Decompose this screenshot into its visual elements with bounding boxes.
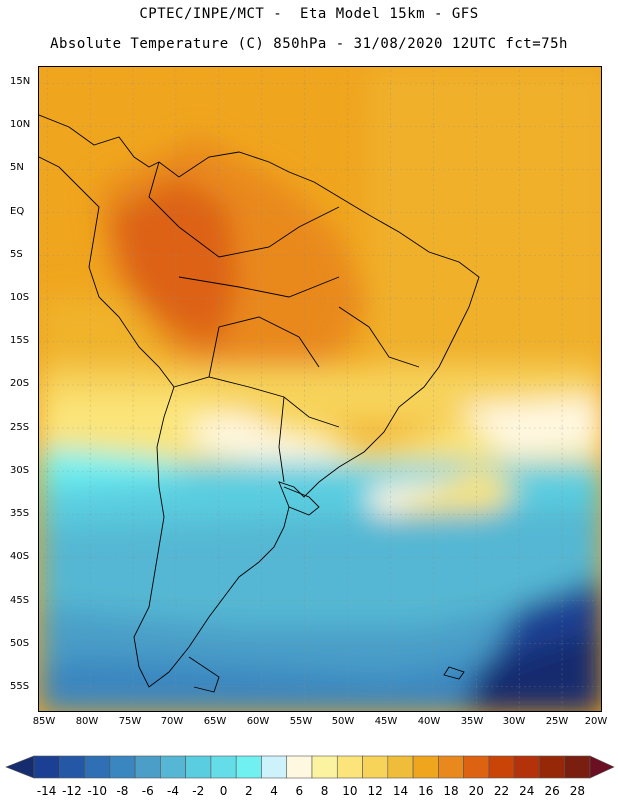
- colorbar-swatch: [58, 755, 85, 779]
- colorbar-swatch: [286, 755, 313, 779]
- colorbar-tick-label: -4: [167, 784, 179, 798]
- colorbar-swatch: [412, 755, 439, 779]
- lat-label-5s: 5S: [10, 249, 23, 260]
- colorbar-tick-label: -8: [116, 784, 129, 798]
- colorbar-swatch: [134, 755, 161, 779]
- colorbar-tick-label: 24: [519, 784, 535, 798]
- colorbar-swatch: [235, 755, 262, 779]
- colorbar-swatch: [160, 755, 186, 779]
- lat-label-30s: 30S: [10, 465, 30, 476]
- temperature-field: [39, 67, 601, 711]
- lon-label-60w: 60W: [246, 716, 270, 727]
- lat-label-40s: 40S: [10, 551, 30, 562]
- colorbar-swatch: [564, 755, 591, 779]
- lon-label-20w: 20W: [584, 716, 608, 727]
- lon-label-75w: 75W: [118, 716, 142, 727]
- lon-label-65w: 65W: [203, 716, 227, 727]
- colorbar-swatch: [387, 755, 414, 779]
- coastlines: [39, 114, 480, 693]
- colorbar-tick-label: 26: [544, 784, 560, 798]
- colorbar-tick-label: 6: [295, 784, 304, 798]
- colorbar-tick-label: 20: [468, 784, 484, 798]
- lat-label-eq: EQ: [10, 206, 25, 217]
- temperature-map[interactable]: [38, 66, 602, 712]
- map-title-line2: Absolute Temperature (C) 850hPa - 31/08/…: [50, 36, 568, 52]
- lat-label-10s: 10S: [10, 292, 30, 303]
- graticule: [39, 67, 601, 711]
- lon-label-50w: 50W: [331, 716, 355, 727]
- colorbar-tick-label: 4: [270, 784, 278, 798]
- colorbar-swatch: [33, 755, 60, 779]
- map-title-line1: CPTEC/INPE/MCT - Eta Model 15km - GFS: [139, 6, 479, 22]
- lon-label-35w: 35W: [460, 716, 484, 727]
- colorbar-swatch: [513, 755, 540, 779]
- lon-label-30w: 30W: [502, 716, 526, 727]
- colorbar-tick-label: -12: [62, 784, 82, 798]
- colorbar-swatch: [185, 755, 212, 779]
- colorbar-swatch: [539, 755, 566, 779]
- colorbar-tick-label: -10: [87, 784, 107, 798]
- colorbar-tick-label: 22: [493, 784, 510, 798]
- colorbar-tick-label: 8: [320, 784, 329, 798]
- colorbar-tick-label: 0: [219, 784, 228, 798]
- colorbar-tick-label: 18: [443, 784, 459, 798]
- lat-label-5n: 5N: [10, 162, 24, 173]
- colorbar-swatch: [311, 755, 338, 779]
- colorbar-over-arrow: [589, 755, 615, 779]
- colorbar-swatch: [488, 755, 515, 779]
- lon-label-55w: 55W: [289, 716, 313, 727]
- lat-label-15n: 15N: [10, 76, 31, 87]
- colorbar-tick-label: -6: [141, 784, 154, 798]
- colorbar-swatch: [362, 755, 389, 779]
- colorbar-swatch: [261, 755, 288, 779]
- colorbar-tick-label: 14: [392, 784, 409, 798]
- colorbar-swatch: [210, 755, 237, 779]
- lon-label-25w: 25W: [545, 716, 569, 727]
- lat-label-25s: 25S: [10, 422, 30, 433]
- colorbar-tick-label: -2: [192, 784, 205, 798]
- colorbar-swatch: [438, 755, 464, 779]
- lon-label-40w: 40W: [417, 716, 441, 727]
- lat-label-45s: 45S: [10, 595, 30, 606]
- colorbar-under-arrow: [5, 755, 35, 779]
- lat-label-20s: 20S: [10, 378, 30, 389]
- colorbar-tick-label: 28: [569, 784, 585, 798]
- colorbar-tick-label: 12: [367, 784, 383, 798]
- lat-label-55s: 55S: [10, 681, 30, 692]
- colorbar-tick-label: 16: [418, 784, 434, 798]
- lon-label-45w: 45W: [374, 716, 398, 727]
- colorbar-tick-label: 2: [244, 784, 253, 798]
- colorbar-swatch: [109, 755, 136, 779]
- colorbar-swatch: [463, 755, 490, 779]
- lon-label-80w: 80W: [75, 716, 99, 727]
- colorbar-tick-label: -14: [36, 784, 57, 798]
- lon-label-85w: 85W: [32, 716, 56, 727]
- lon-label-70w: 70W: [160, 716, 184, 727]
- temperature-colorbar: [5, 755, 615, 779]
- lat-label-35s: 35S: [10, 508, 30, 519]
- colorbar-tick-label: 10: [342, 784, 358, 798]
- lat-label-10n: 10N: [10, 119, 31, 130]
- lat-label-15s: 15S: [10, 335, 30, 346]
- lat-label-50s: 50S: [10, 638, 30, 649]
- colorbar-swatch: [84, 755, 111, 779]
- colorbar-swatch: [336, 755, 363, 779]
